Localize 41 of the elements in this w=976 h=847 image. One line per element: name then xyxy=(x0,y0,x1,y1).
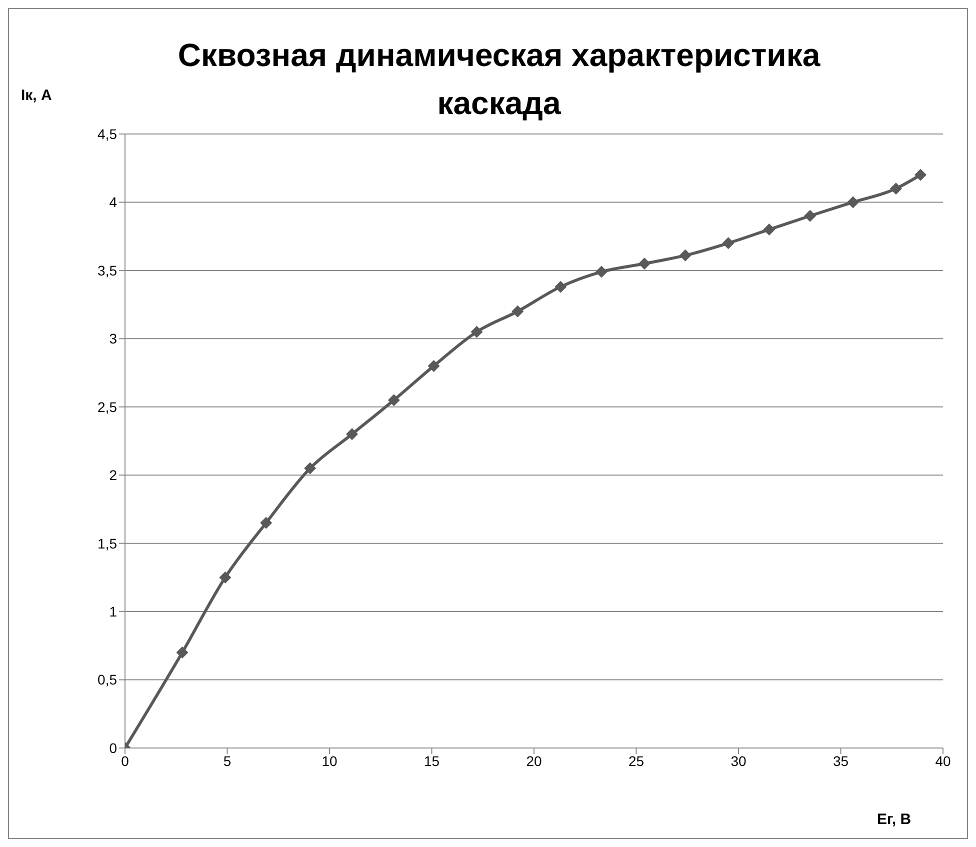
point xyxy=(722,237,734,250)
point xyxy=(346,428,358,440)
point xyxy=(914,168,927,181)
point xyxy=(470,326,483,338)
x-tick-label: 0 xyxy=(121,752,130,769)
y-tick-label: 4 xyxy=(109,194,118,210)
x-tick-label: 5 xyxy=(223,752,232,769)
point xyxy=(679,249,692,262)
x-tick-label: 10 xyxy=(322,752,338,769)
point xyxy=(219,571,232,584)
y-tick-label: 1,5 xyxy=(98,535,118,552)
point xyxy=(554,280,567,293)
point xyxy=(176,646,188,658)
point xyxy=(388,394,400,406)
y-tick-label: 0 xyxy=(109,740,118,756)
x-axis-title: Eг, В xyxy=(877,811,912,828)
point xyxy=(804,210,816,222)
point xyxy=(304,462,316,474)
x-tick-label: 20 xyxy=(526,752,542,769)
y-tick-label: 2,5 xyxy=(98,398,118,415)
y-tick-label: 1 xyxy=(109,604,118,620)
y-tick-label: 0,5 xyxy=(98,672,118,688)
point xyxy=(638,258,650,270)
y-tick-label: 3 xyxy=(109,330,118,347)
y-tick-label: 2 xyxy=(109,467,118,484)
point xyxy=(890,182,902,195)
y-tick-label: 3,5 xyxy=(98,262,118,278)
point xyxy=(763,224,776,236)
y-axis-title: Iк, А xyxy=(21,87,52,104)
point xyxy=(847,196,860,208)
point xyxy=(260,516,272,529)
x-tick-label: 25 xyxy=(628,752,644,769)
x-tick-label: 30 xyxy=(730,752,746,769)
point xyxy=(428,360,440,372)
x-tick-label: 15 xyxy=(424,752,440,769)
point xyxy=(512,305,524,318)
point xyxy=(595,266,608,278)
x-tick-label: 40 xyxy=(935,752,951,769)
x-tick-label: 35 xyxy=(832,752,849,769)
y-tick-label: 4,5 xyxy=(98,126,118,142)
chart-title: Сквозная динамическая характеристика каскада xyxy=(176,36,822,123)
